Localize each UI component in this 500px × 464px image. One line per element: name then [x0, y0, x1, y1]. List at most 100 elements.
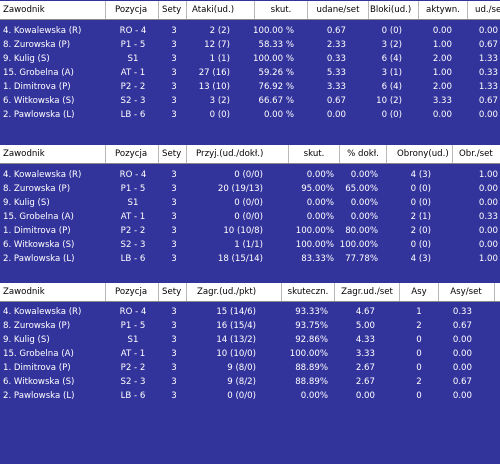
table-row[interactable]: 1. Dimitrova (P) P2 - 2 3 13 (10) 76.92 … — [0, 81, 500, 94]
column-header[interactable]: Obr./set — [459, 149, 493, 159]
column-header[interactable]: Pozycja — [115, 287, 148, 297]
sets: 3 — [171, 110, 177, 120]
column-header[interactable]: Zawodnik — [3, 287, 45, 297]
receptions: 0 (0/0) — [234, 198, 263, 208]
column-header[interactable]: Asy/set — [450, 287, 482, 297]
serves-per-set: 5.00 — [355, 321, 375, 331]
defenses-per-set: 0.00 — [478, 184, 498, 194]
column-header[interactable]: Bloki(ud.) — [370, 5, 412, 15]
attacks: 3 (2) — [209, 96, 230, 106]
attack-efficiency: 76.92 % — [258, 82, 295, 92]
table-row[interactable]: 1. Dimitrova (P) P2 - 2 3 10 (10/8) 100.… — [0, 225, 500, 238]
column-header[interactable]: aktywn. — [426, 5, 460, 15]
serves: 16 (15/4) — [216, 321, 256, 331]
player-name: 15. Grobelna (A) — [3, 212, 74, 222]
table-row[interactable]: 4. Kowalewska (R) RO - 4 3 15 (14/6) 93.… — [0, 306, 500, 319]
aces: 0 — [416, 349, 422, 359]
serves-per-set: 0.00 — [355, 391, 375, 401]
column-header[interactable]: Asy — [411, 287, 427, 297]
attack-efficiency: 59.26 % — [258, 68, 295, 78]
player-name: 8. Zurowska (P) — [3, 321, 71, 331]
attacks-per-set: 3.33 — [326, 82, 346, 92]
table-row[interactable]: 6. Witkowska (S) S2 - 3 3 1 (1/1) 100.00… — [0, 239, 500, 252]
table-row[interactable]: 6. Witkowska (S) S2 - 3 3 3 (2) 66.67 % … — [0, 95, 500, 108]
player-name: 6. Witkowska (S) — [3, 377, 75, 387]
table-row[interactable]: 9. Kulig (S) S1 3 0 (0/0) 0.00% 0.00% 0 … — [0, 197, 500, 210]
receptions: 0 (0/0) — [234, 212, 263, 222]
defenses: 2 (1) — [410, 212, 431, 222]
position: LB - 6 — [120, 254, 146, 264]
table-row[interactable]: 15. Grobelna (A) AT - 1 3 27 (16) 59.26 … — [0, 67, 500, 80]
table-header: Zawodnik Pozycja Sety Ataki(ud.) skut. u… — [0, 1, 500, 20]
attack-efficiency: 0.00 % — [263, 110, 294, 120]
sets: 3 — [171, 307, 177, 317]
table-row[interactable]: 2. Pawlowska (L) LB - 6 3 0 (0) 0.00 % 0… — [0, 109, 500, 122]
sets: 3 — [171, 54, 177, 64]
column-header[interactable]: Zagr.(ud./pkt) — [197, 287, 257, 297]
table-row[interactable]: 2. Pawlowska (L) LB - 6 3 0 (0/0) 0.00% … — [0, 390, 500, 403]
column-header[interactable]: Zawodnik — [3, 5, 45, 15]
player-name: 8. Zurowska (P) — [3, 40, 71, 50]
serve-efficiency: 100.00% — [289, 349, 328, 359]
position: S2 - 3 — [120, 240, 146, 250]
block-activity: 2.00 — [432, 54, 452, 64]
defenses: 4 (3) — [410, 254, 431, 264]
serve-efficiency: 88.89% — [295, 377, 328, 387]
player-name: 1. Dimitrova (P) — [3, 82, 71, 92]
sets: 3 — [171, 96, 177, 106]
column-header[interactable]: Zagr.ud./set — [341, 287, 393, 297]
table-row[interactable]: 8. Zurowska (P) P1 - 5 3 16 (15/4) 93.75… — [0, 320, 500, 333]
column-header[interactable]: skut. — [270, 5, 292, 15]
sets: 3 — [171, 198, 177, 208]
blocks: 3 (1) — [381, 68, 402, 78]
sets: 3 — [171, 82, 177, 92]
reception-accuracy: 80.00% — [345, 226, 378, 236]
column-header[interactable]: ud./set — [475, 5, 500, 15]
table-row[interactable]: 9. Kulig (S) S1 3 14 (13/2) 92.86% 4.33 … — [0, 334, 500, 347]
serves-per-set: 4.33 — [355, 335, 375, 345]
column-header[interactable]: Sety — [162, 287, 182, 297]
table-header: Zawodnik Pozycja Sety Przyj.(ud./dokł.) … — [0, 145, 500, 164]
column-header[interactable]: Zawodnik — [3, 149, 45, 159]
attack-efficiency: 100.00 % — [253, 26, 294, 36]
aces-per-set: 0.00 — [452, 349, 472, 359]
table-row[interactable]: 15. Grobelna (A) AT - 1 3 10 (10/0) 100.… — [0, 348, 500, 361]
position: S2 - 3 — [120, 96, 146, 106]
table-row[interactable]: 9. Kulig (S) S1 3 1 (1) 100.00 % 0.33 6 … — [0, 53, 500, 66]
position: LB - 6 — [120, 110, 146, 120]
defenses-per-set: 1.00 — [478, 170, 498, 180]
table-row[interactable]: 2. Pawlowska (L) LB - 6 3 18 (15/14) 83.… — [0, 253, 500, 266]
column-header[interactable]: Pozycja — [115, 5, 148, 15]
attack-efficiency: 100.00 % — [253, 54, 294, 64]
table-row[interactable]: 15. Grobelna (A) AT - 1 3 0 (0/0) 0.00% … — [0, 211, 500, 224]
column-header[interactable]: Ataki(ud.) — [192, 5, 235, 15]
column-header[interactable]: skuteczn. — [287, 287, 329, 297]
column-header[interactable]: skut. — [303, 149, 325, 159]
table-row[interactable]: 6. Witkowska (S) S2 - 3 3 9 (8/2) 88.89%… — [0, 376, 500, 389]
column-header[interactable]: udane/set — [316, 5, 360, 15]
table-row[interactable]: 4. Kowalewska (R) RO - 4 3 2 (2) 100.00 … — [0, 25, 500, 38]
aces: 0 — [416, 391, 422, 401]
attacks-per-set: 0.67 — [326, 96, 346, 106]
table-row[interactable]: 4. Kowalewska (R) RO - 4 3 0 (0/0) 0.00%… — [0, 169, 500, 182]
column-header[interactable]: Obrony(ud.) — [397, 149, 449, 159]
player-name: 1. Dimitrova (P) — [3, 363, 71, 373]
column-header[interactable]: Przyj.(ud./dokł.) — [196, 149, 264, 159]
table-row[interactable]: 8. Zurowska (P) P1 - 5 3 12 (7) 58.33 % … — [0, 39, 500, 52]
receptions: 18 (15/14) — [217, 254, 263, 264]
player-name: 4. Kowalewska (R) — [3, 307, 82, 317]
column-header[interactable]: Sety — [162, 5, 182, 15]
aces-per-set: 0.67 — [452, 377, 472, 387]
receptions: 20 (19/13) — [217, 184, 263, 194]
table-row[interactable]: 1. Dimitrova (P) P2 - 2 3 9 (8/0) 88.89%… — [0, 362, 500, 375]
player-name: 9. Kulig (S) — [3, 54, 50, 64]
position: AT - 1 — [120, 212, 146, 222]
column-header[interactable]: Sety — [162, 149, 182, 159]
aces: 2 — [416, 321, 422, 331]
position: AT - 1 — [120, 68, 146, 78]
column-header[interactable]: % dokł. — [347, 149, 379, 159]
player-name: 4. Kowalewska (R) — [3, 170, 82, 180]
blocks-per-set: 0.00 — [478, 26, 498, 36]
table-row[interactable]: 8. Zurowska (P) P1 - 5 3 20 (19/13) 95.0… — [0, 183, 500, 196]
column-header[interactable]: Pozycja — [115, 149, 148, 159]
